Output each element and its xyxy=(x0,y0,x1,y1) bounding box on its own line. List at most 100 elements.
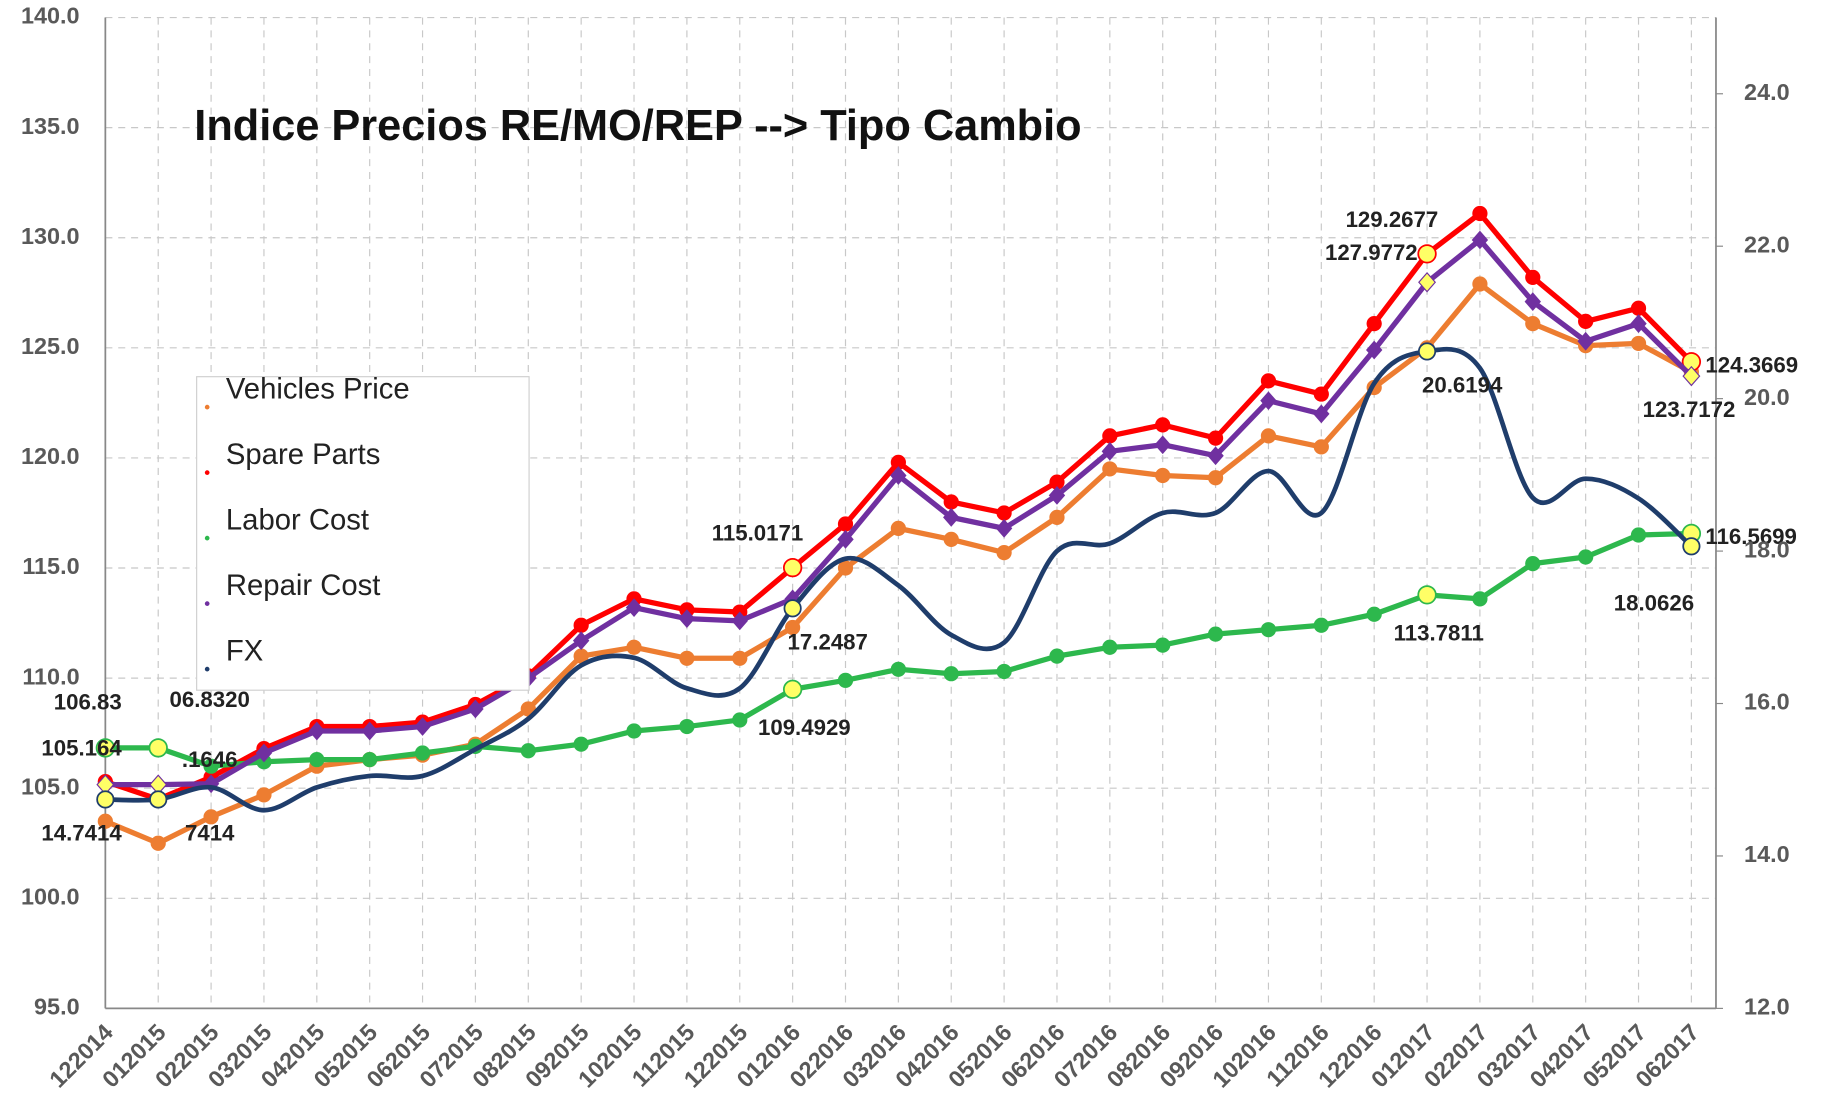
legend: Vehicles Price Spare Parts Labor Cost Repai… xyxy=(204,373,410,672)
point xyxy=(150,835,166,851)
y-tick-label: 95.0 xyxy=(34,994,80,1020)
point xyxy=(149,790,168,809)
point xyxy=(573,648,589,664)
point xyxy=(1207,430,1224,446)
point xyxy=(1155,467,1171,484)
point xyxy=(1260,373,1277,389)
y-tick-label: 140.0 xyxy=(21,3,80,29)
point xyxy=(1102,428,1118,444)
point xyxy=(996,545,1012,561)
point xyxy=(414,717,431,736)
y2-tick-label: 12.0 xyxy=(1744,994,1790,1020)
data-label: 06.8320 xyxy=(170,687,250,712)
point xyxy=(1630,527,1647,543)
legend-marker xyxy=(204,404,210,410)
point xyxy=(1525,316,1541,332)
point xyxy=(731,611,748,631)
point xyxy=(890,454,906,470)
point xyxy=(679,650,695,666)
point xyxy=(97,813,113,829)
data-label: 20.6194 xyxy=(1422,372,1503,397)
point xyxy=(1313,617,1329,633)
y-tick-label: 130.0 xyxy=(21,223,80,249)
point xyxy=(1472,276,1488,292)
y-tick-label: 105.0 xyxy=(21,773,80,799)
point xyxy=(626,639,642,655)
y2-tick-label: 18.0 xyxy=(1744,536,1790,562)
point xyxy=(837,560,854,576)
point xyxy=(1365,340,1383,360)
data-label: 18.0626 xyxy=(1614,591,1694,616)
point xyxy=(1682,365,1701,387)
point xyxy=(1630,335,1647,352)
point xyxy=(890,661,906,677)
point xyxy=(1101,441,1119,461)
point xyxy=(1155,417,1171,433)
point xyxy=(943,531,959,547)
point xyxy=(203,809,219,825)
point xyxy=(467,699,484,719)
y2-tick-label: 20.0 xyxy=(1744,384,1790,410)
data-label: 116.5699 xyxy=(1705,524,1796,549)
point xyxy=(1049,474,1065,490)
point xyxy=(1682,537,1701,556)
point xyxy=(1471,230,1489,250)
data-label: .1646 xyxy=(182,747,238,772)
point xyxy=(1366,316,1382,332)
point xyxy=(782,679,803,699)
point xyxy=(1260,391,1277,411)
point xyxy=(96,790,115,809)
point xyxy=(890,466,907,485)
point xyxy=(837,672,854,688)
y-tick-label: 110.0 xyxy=(22,663,79,689)
point xyxy=(1207,626,1224,642)
point xyxy=(1366,606,1382,622)
point xyxy=(1525,269,1541,285)
point xyxy=(1207,470,1224,486)
point xyxy=(309,751,325,768)
point xyxy=(996,505,1012,521)
data-label: 113.7811 xyxy=(1394,621,1484,646)
legend-box xyxy=(196,376,530,691)
data-label: 127.9772 xyxy=(1325,240,1418,265)
point xyxy=(785,619,801,636)
chart-title: Indice Precios RE/MO/REP --> Tipo Cambio xyxy=(194,102,1081,150)
legend-label: Repair Cost xyxy=(226,570,380,602)
data-label: 129.2677 xyxy=(1346,207,1439,232)
point xyxy=(573,617,589,633)
series: 115.0171 129.2677 124.3669 106.83 06.8320 109… xyxy=(41,205,1798,851)
legend-label: Vehicles Price xyxy=(226,373,410,405)
point xyxy=(1102,461,1118,477)
point xyxy=(1313,404,1330,424)
point xyxy=(1417,342,1437,361)
y-tick-label: 115.0 xyxy=(22,553,79,579)
point xyxy=(732,712,748,728)
point xyxy=(1049,509,1065,525)
point xyxy=(1313,439,1329,455)
point xyxy=(1472,205,1488,222)
series-line xyxy=(105,346,1693,813)
point xyxy=(782,557,803,578)
point xyxy=(1630,300,1647,316)
y2-tick-label: 22.0 xyxy=(1744,231,1790,257)
point xyxy=(1577,331,1594,351)
point xyxy=(625,598,643,618)
point xyxy=(520,743,536,759)
point xyxy=(1260,622,1277,638)
point xyxy=(678,609,696,629)
point xyxy=(308,721,326,741)
point xyxy=(943,666,959,682)
point xyxy=(732,650,748,666)
legend-label: Spare Parts xyxy=(226,439,380,471)
data-label: 124.3669 xyxy=(1705,352,1798,377)
point xyxy=(1630,314,1647,333)
point xyxy=(255,743,273,763)
point xyxy=(1102,639,1118,655)
data-label: 17.2487 xyxy=(788,629,868,654)
legend-marker xyxy=(204,535,210,541)
point xyxy=(1417,244,1437,264)
y2-tick-label: 14.0 xyxy=(1744,841,1790,867)
point xyxy=(1154,435,1171,455)
point xyxy=(414,745,431,761)
